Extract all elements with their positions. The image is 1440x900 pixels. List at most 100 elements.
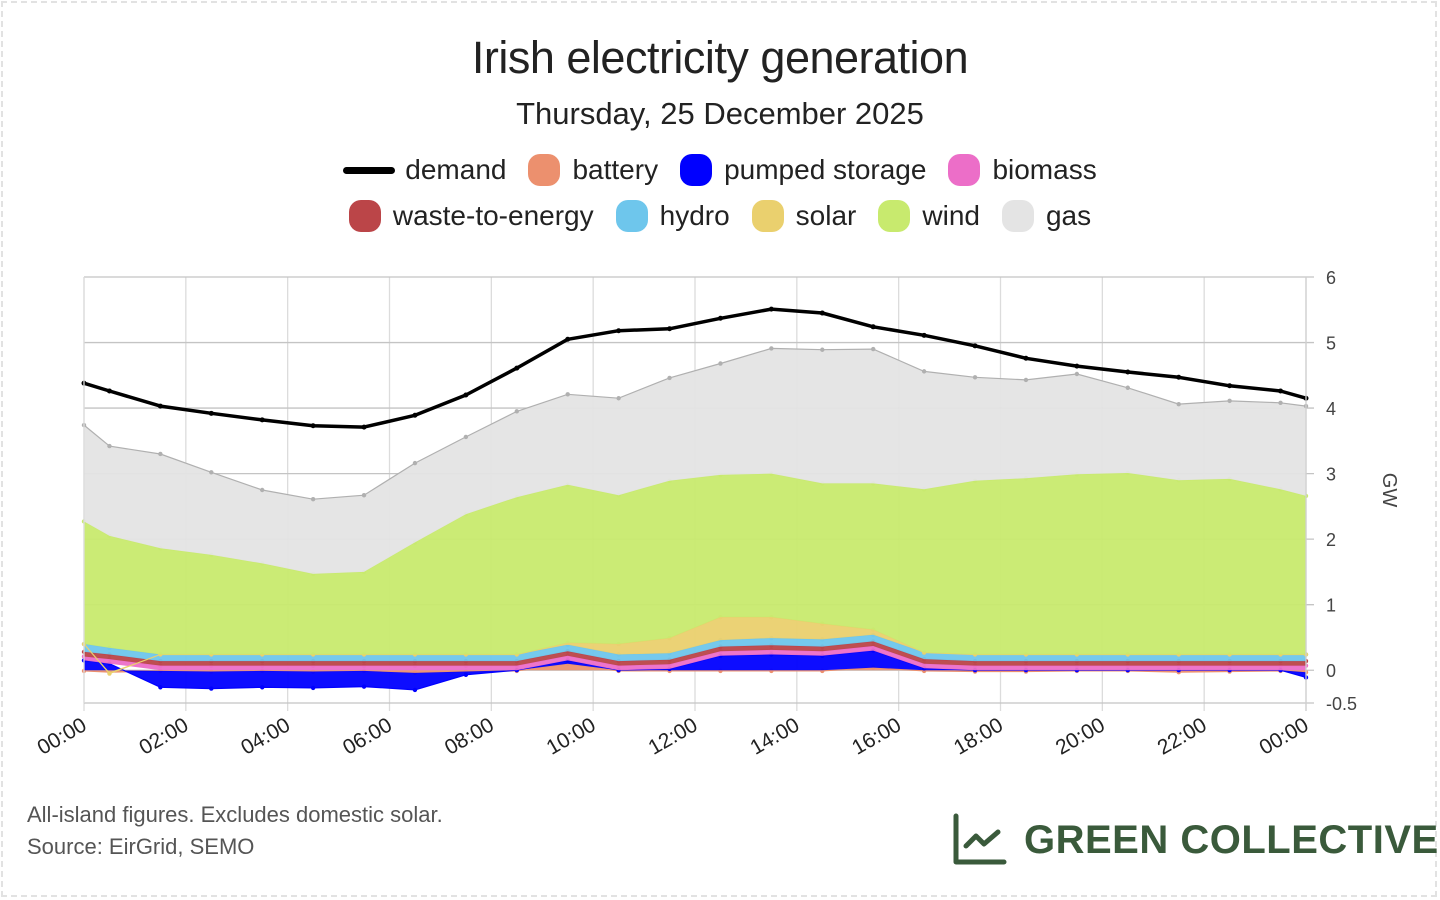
legend-swatch-battery	[528, 154, 561, 186]
x-tick-label: 16:00	[848, 713, 905, 759]
y-tick-label: 0	[1326, 661, 1336, 681]
legend-label: biomass	[992, 154, 1097, 185]
point-gas	[718, 361, 723, 366]
demand-line	[83, 307, 1307, 429]
point-demand	[157, 403, 163, 409]
point-gas	[1278, 400, 1283, 406]
point-gas	[616, 396, 621, 401]
legend-item-pumped_storage[interactable]: pumped storage	[680, 154, 926, 186]
chart-area: -0.5 0 1 2 3 4 5 6 GW 00:00 02:00 04:00 06:00 08:00 10…	[33, 268, 1400, 760]
point-demand	[1278, 388, 1284, 394]
legend-item-hydro[interactable]: hydro	[615, 200, 730, 232]
legend-row-1: demand battery pumped storage biomass	[0, 154, 1440, 186]
point-pumped-storage	[310, 685, 316, 691]
point-demand	[768, 306, 774, 312]
legend-item-gas[interactable]: gas	[1001, 200, 1092, 232]
point-pumped-storage	[361, 684, 367, 689]
point-demand	[1023, 355, 1029, 361]
legend-label: wind	[922, 200, 980, 231]
point-demand	[1227, 383, 1233, 389]
legend-label: hydro	[659, 200, 730, 231]
legend-swatch-pumped_storage	[680, 154, 713, 186]
point-gas	[1074, 371, 1080, 377]
point-demand	[717, 315, 723, 321]
y-tick-label: -0.5	[1326, 694, 1357, 714]
point-gas	[921, 369, 927, 374]
point-demand	[361, 424, 367, 430]
point-gas	[820, 347, 825, 352]
x-tick-label: 20:00	[1052, 713, 1109, 759]
chart-subtitle: Thursday, 25 December 2025	[516, 96, 924, 131]
area-gas	[84, 348, 1306, 574]
point-gas	[412, 460, 418, 466]
legend-swatch-demand	[343, 166, 396, 174]
x-tick-label: 10:00	[543, 713, 600, 759]
x-tick-label: 18:00	[950, 713, 1007, 759]
y-tick-label: 5	[1326, 334, 1336, 354]
footer-note: All-island figures. Excludes domestic so…	[27, 802, 443, 827]
y-tick-label: 3	[1326, 465, 1336, 485]
point-pumped-storage	[463, 672, 469, 678]
legend-swatch-wind	[878, 200, 911, 232]
legend-item-biomass[interactable]: biomass	[948, 154, 1097, 186]
point-demand	[972, 343, 978, 349]
point-gas	[158, 451, 163, 457]
legend-label: gas	[1045, 200, 1092, 231]
point-solar	[107, 671, 112, 676]
x-tick-label: 12:00	[644, 713, 701, 759]
y-tick-label: 1	[1326, 596, 1336, 616]
area-wind	[84, 473, 1306, 655]
legend-label: solar	[795, 200, 857, 231]
footer-source: Source: EirGrid, SEMO	[27, 834, 255, 859]
legend-item-battery[interactable]: battery	[528, 154, 658, 186]
edge-gas	[83, 347, 1307, 500]
point-demand	[463, 392, 469, 398]
point-gas	[565, 392, 570, 397]
legend-swatch-gas	[1001, 200, 1034, 232]
point-demand	[208, 410, 214, 416]
legend-swatch-solar	[751, 200, 784, 232]
legend-row-2: waste-to-energy hydro solar wind gas	[0, 200, 1440, 232]
point-demand	[1176, 374, 1182, 380]
point-pumped-storage	[209, 686, 214, 691]
point-gas	[260, 487, 265, 493]
chart-trend-icon	[953, 813, 1007, 865]
point-gas	[514, 409, 519, 414]
x-tick-label: 02:00	[135, 713, 192, 759]
point-gas	[1125, 385, 1130, 390]
area-pumped-storage	[84, 650, 1306, 690]
point-gas	[667, 375, 672, 381]
point-demand	[870, 324, 876, 330]
brand-name: GREEN COLLECTIVE	[1024, 817, 1439, 862]
point-demand	[1074, 363, 1080, 369]
edge-wind	[83, 472, 1307, 575]
point-demand	[616, 328, 622, 334]
point-demand	[921, 332, 927, 338]
point-pumped-storage	[260, 685, 265, 690]
legend-label: pumped storage	[724, 154, 927, 185]
point-pumped-storage	[412, 687, 418, 693]
point-gas	[463, 434, 469, 440]
x-tick-label: 00:00	[1255, 713, 1312, 759]
x-tick-label: 08:00	[441, 713, 498, 759]
point-demand	[1125, 369, 1131, 375]
legend-label: battery	[572, 154, 659, 185]
legend-item-wind[interactable]: wind	[878, 200, 980, 232]
y-axis-title: GW	[1378, 473, 1400, 508]
x-tick-label: 00:00	[33, 713, 90, 759]
x-tick-label: 06:00	[339, 713, 396, 759]
x-tick-label: 22:00	[1154, 713, 1211, 759]
point-gas	[310, 496, 316, 502]
point-gas	[1227, 398, 1232, 404]
legend-item-waste[interactable]: waste-to-energy	[348, 200, 594, 232]
y-tick-label: 2	[1326, 530, 1336, 550]
legend-swatch-hydro	[615, 200, 648, 232]
legend-item-solar[interactable]: solar	[751, 200, 857, 232]
point-gas	[361, 493, 367, 498]
point-gas	[769, 346, 774, 351]
legend-item-demand[interactable]: demand	[343, 154, 506, 186]
point-gas	[1023, 377, 1029, 383]
point-demand	[310, 423, 316, 429]
point-demand	[259, 417, 265, 423]
